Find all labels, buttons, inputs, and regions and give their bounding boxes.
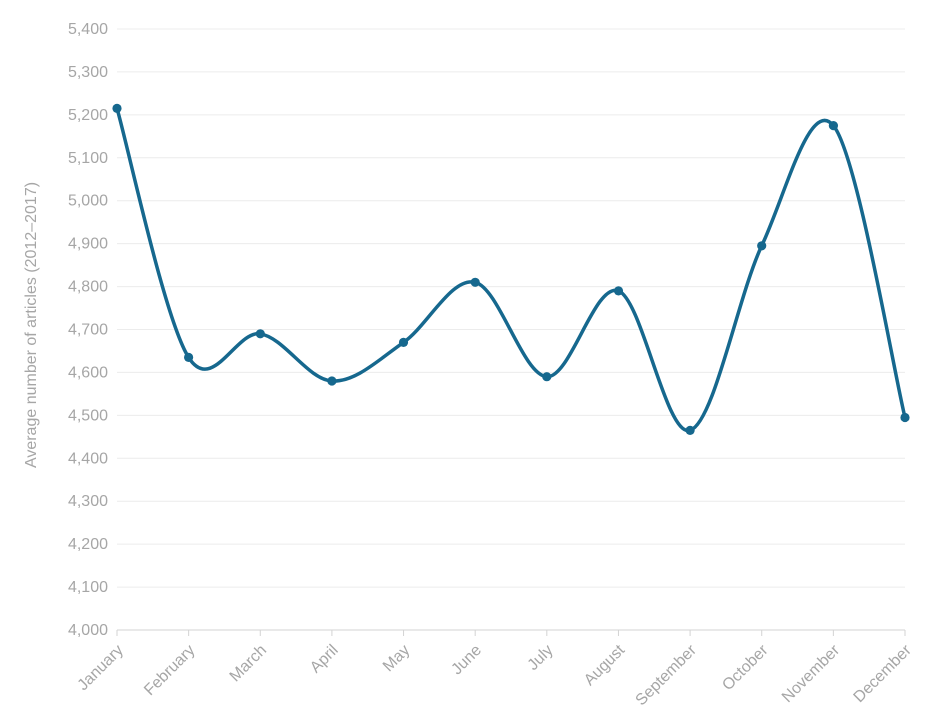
series-line [115,106,907,433]
x-axis-tick-labels: January February March April May June July Augu… [75,641,916,709]
y-axis-tick-label: 4,300 [68,493,108,510]
y-axis-tick-label: 5,100 [68,150,108,167]
data-point[interactable] [327,376,337,386]
data-point-markers [112,103,910,435]
data-point[interactable] [470,277,480,287]
data-point[interactable] [112,103,122,113]
data-point[interactable] [255,329,265,339]
y-axis-tick-label: 4,900 [68,236,108,253]
y-axis-tick-label: 5,000 [68,193,108,210]
y-axis-tick-labels: 4,000 4,100 4,200 4,300 4,400 4,500 4,600 4,700… [68,21,108,639]
x-axis-tick-label: June [448,642,485,679]
y-axis-tick-label: 4,200 [68,536,108,553]
x-axis-tick-label: November [779,641,844,706]
y-axis-title: Average number of articles (2012–2017) [23,182,40,468]
x-axis-tick-label: December [851,641,916,706]
x-axis-tick-label: September [633,641,701,709]
y-axis-tick-label: 4,500 [68,407,108,424]
x-axis-line-and-ticks [116,629,906,636]
x-axis-tick-label: April [307,642,342,677]
x-axis-tick-label: May [380,642,413,675]
gridlines [117,28,905,588]
data-point[interactable] [398,337,409,347]
data-point[interactable] [685,425,695,435]
x-axis-tick-label: October [719,641,772,694]
data-point[interactable] [542,372,552,382]
y-axis-tick-label: 4,800 [68,279,108,296]
y-axis-tick-label: 4,400 [68,450,108,467]
y-axis-tick-label: 4,100 [68,579,108,596]
y-axis-tick-label: 5,400 [68,21,108,38]
data-point[interactable] [900,412,910,423]
y-axis-tick-label: 4,000 [68,622,108,639]
data-point[interactable] [613,286,624,296]
x-axis-tick-label: January [75,642,127,694]
y-axis-tick-label: 5,200 [68,107,108,124]
x-axis-tick-label: August [581,641,629,689]
x-axis-tick-label: July [525,642,557,674]
y-axis-tick-label: 4,700 [68,322,108,339]
data-point[interactable] [757,241,767,251]
data-point[interactable] [184,352,194,362]
x-axis-tick-label: February [141,642,198,699]
y-axis-tick-label: 5,300 [68,64,108,81]
y-axis-tick-label: 4,600 [68,364,108,381]
x-axis-tick-label: March [227,642,270,685]
data-point[interactable] [828,121,839,131]
